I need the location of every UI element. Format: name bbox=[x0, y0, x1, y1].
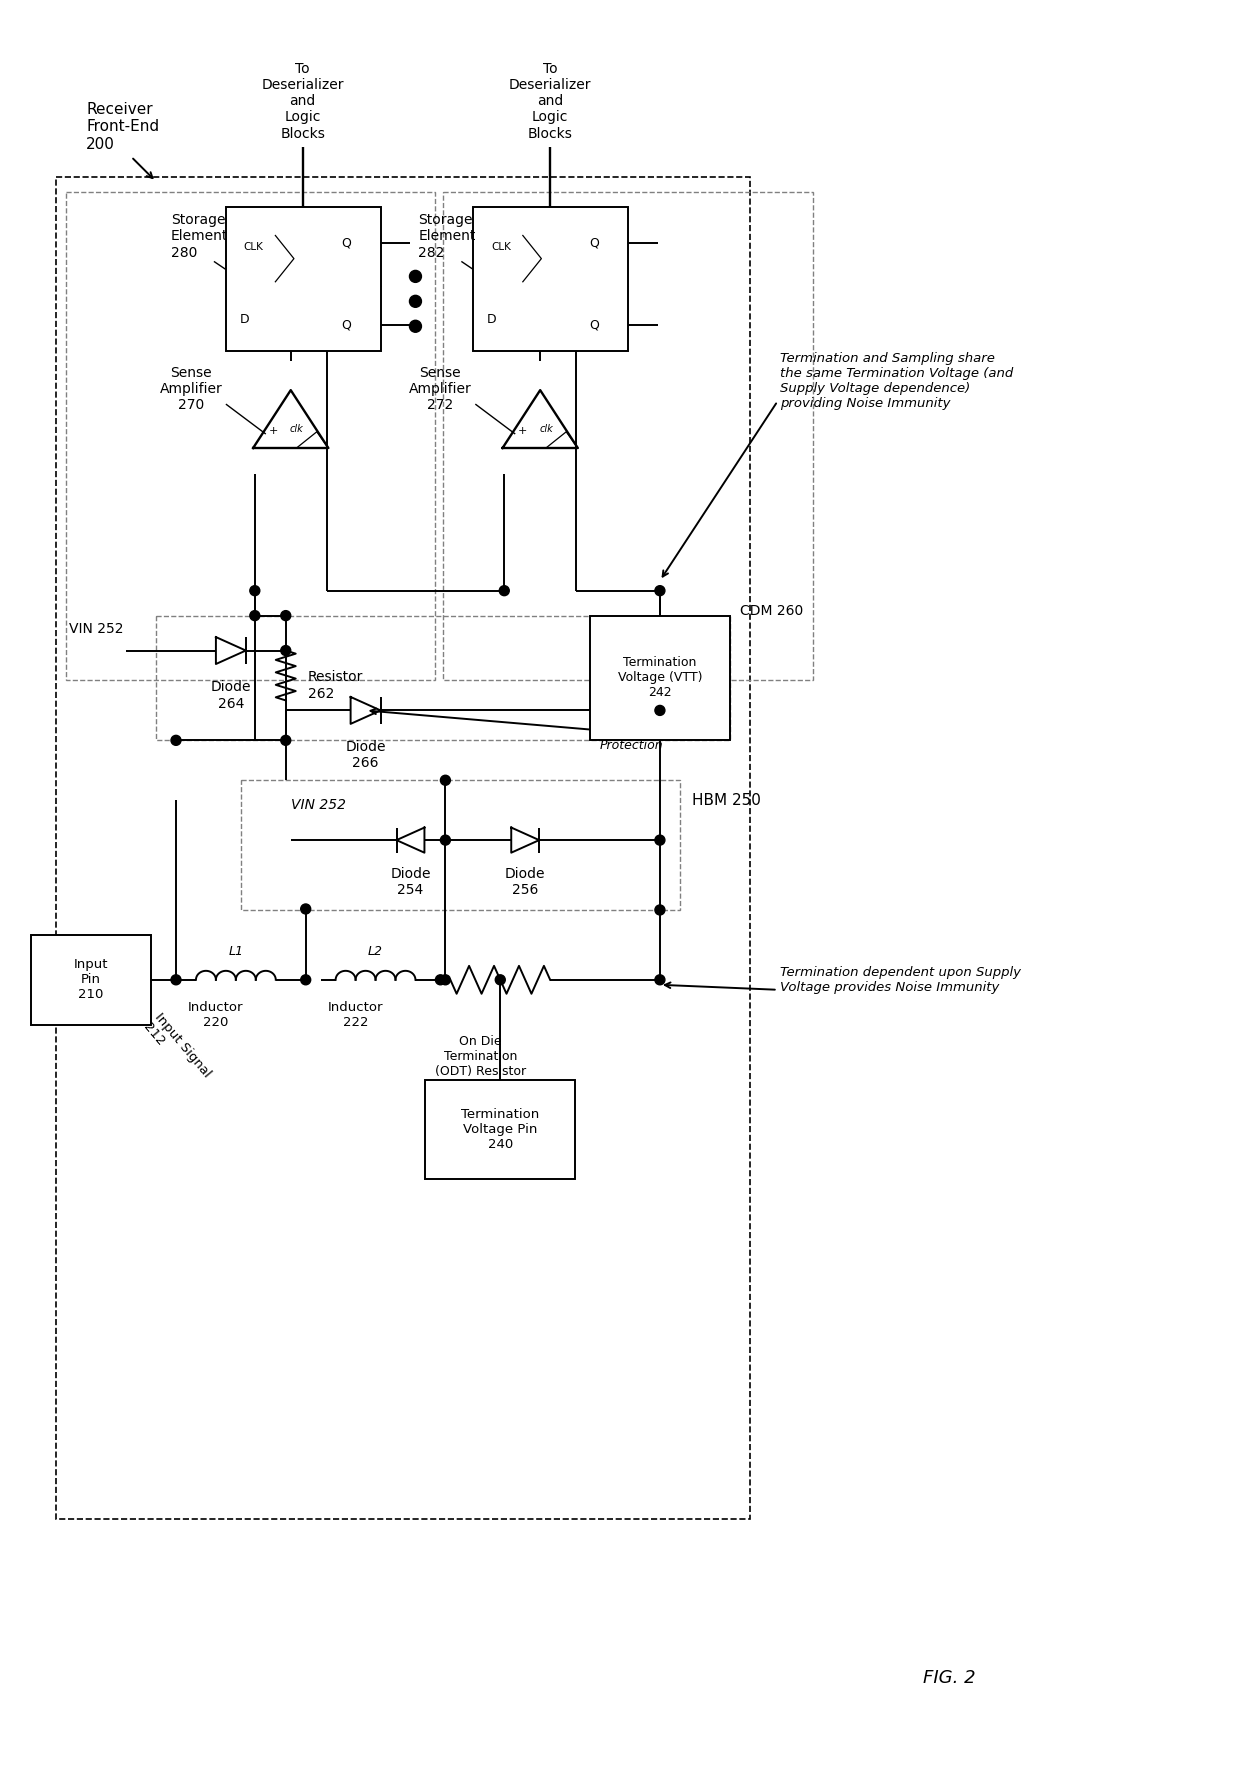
Bar bbox=[425, 1079, 575, 1179]
Circle shape bbox=[171, 974, 181, 985]
Circle shape bbox=[301, 974, 311, 985]
Circle shape bbox=[280, 646, 290, 655]
Bar bbox=[590, 615, 730, 740]
Circle shape bbox=[655, 835, 665, 846]
Text: FIG. 2: FIG. 2 bbox=[923, 1670, 976, 1688]
Circle shape bbox=[655, 705, 665, 715]
Text: Inductor
220: Inductor 220 bbox=[188, 1001, 243, 1029]
Circle shape bbox=[495, 974, 505, 985]
Circle shape bbox=[301, 904, 311, 913]
Circle shape bbox=[171, 735, 181, 746]
Text: Q: Q bbox=[589, 319, 599, 332]
Text: Termination
Voltage Pin
240: Termination Voltage Pin 240 bbox=[461, 1108, 539, 1151]
Circle shape bbox=[280, 610, 290, 621]
Text: Receiver
Front-End
200: Receiver Front-End 200 bbox=[87, 102, 159, 152]
Bar bbox=[156, 615, 730, 740]
Text: Electrostatic
Discharge
Protection: Electrostatic Discharge Protection bbox=[600, 708, 678, 751]
Circle shape bbox=[409, 321, 422, 332]
Text: L2: L2 bbox=[368, 946, 383, 958]
Circle shape bbox=[500, 585, 510, 596]
Text: CDM 260: CDM 260 bbox=[740, 603, 804, 617]
Circle shape bbox=[655, 585, 665, 596]
Circle shape bbox=[435, 974, 445, 985]
Text: To
Deserializer
and
Logic
Blocks: To Deserializer and Logic Blocks bbox=[508, 62, 591, 141]
Text: CLK: CLK bbox=[491, 243, 511, 252]
Circle shape bbox=[655, 974, 665, 985]
Bar bbox=[241, 780, 680, 910]
Bar bbox=[226, 207, 381, 351]
Text: Input
Pin
210: Input Pin 210 bbox=[74, 958, 108, 1001]
Text: L1: L1 bbox=[228, 946, 243, 958]
Circle shape bbox=[655, 904, 665, 915]
Text: Diode
256: Diode 256 bbox=[505, 867, 546, 897]
Text: Q: Q bbox=[341, 235, 351, 250]
Bar bbox=[474, 207, 627, 351]
Text: Diode
264: Diode 264 bbox=[211, 680, 252, 710]
Circle shape bbox=[280, 735, 290, 746]
Text: Diode
266: Diode 266 bbox=[345, 740, 386, 771]
Circle shape bbox=[440, 974, 450, 985]
Circle shape bbox=[249, 610, 260, 621]
Text: clk: clk bbox=[290, 425, 304, 435]
Text: clk: clk bbox=[539, 425, 553, 435]
Text: VIN 252: VIN 252 bbox=[68, 621, 123, 635]
Text: To
Deserializer
and
Logic
Blocks: To Deserializer and Logic Blocks bbox=[262, 62, 343, 141]
Circle shape bbox=[249, 585, 260, 596]
Text: Q: Q bbox=[341, 319, 351, 332]
Text: Sense
Amplifier
270: Sense Amplifier 270 bbox=[160, 366, 222, 412]
Text: Termination
Voltage (VTT)
242: Termination Voltage (VTT) 242 bbox=[618, 657, 702, 699]
Text: D: D bbox=[487, 312, 497, 326]
Bar bbox=[66, 191, 435, 680]
Text: Q: Q bbox=[589, 235, 599, 250]
Text: Storage
Element
280: Storage Element 280 bbox=[171, 214, 228, 260]
Text: Resistor
262: Resistor 262 bbox=[308, 671, 363, 701]
Bar bbox=[444, 191, 812, 680]
Text: Termination dependent upon Supply
Voltage provides Noise Immunity: Termination dependent upon Supply Voltag… bbox=[780, 965, 1021, 994]
Text: HBM 250: HBM 250 bbox=[692, 792, 760, 808]
Circle shape bbox=[440, 835, 450, 846]
Circle shape bbox=[440, 776, 450, 785]
Text: VIN 252: VIN 252 bbox=[290, 797, 346, 812]
Bar bbox=[56, 177, 750, 1518]
Text: +: + bbox=[518, 426, 527, 435]
Text: Diode
254: Diode 254 bbox=[391, 867, 430, 897]
Bar bbox=[31, 935, 151, 1024]
Text: Termination and Sampling share
the same Termination Voltage (and
Supply Voltage : Termination and Sampling share the same … bbox=[780, 351, 1013, 410]
Text: Input Signal
212: Input Signal 212 bbox=[140, 1012, 213, 1090]
Text: On Die
Termination
(ODT) Resistor
230: On Die Termination (ODT) Resistor 230 bbox=[435, 1035, 526, 1092]
Text: Inductor
222: Inductor 222 bbox=[327, 1001, 383, 1029]
Text: Storage
Element
282: Storage Element 282 bbox=[418, 214, 476, 260]
Text: CLK: CLK bbox=[244, 243, 264, 252]
Text: +: + bbox=[269, 426, 278, 435]
Circle shape bbox=[409, 271, 422, 282]
Circle shape bbox=[409, 296, 422, 307]
Text: Sense
Amplifier
272: Sense Amplifier 272 bbox=[409, 366, 471, 412]
Text: D: D bbox=[239, 312, 249, 326]
